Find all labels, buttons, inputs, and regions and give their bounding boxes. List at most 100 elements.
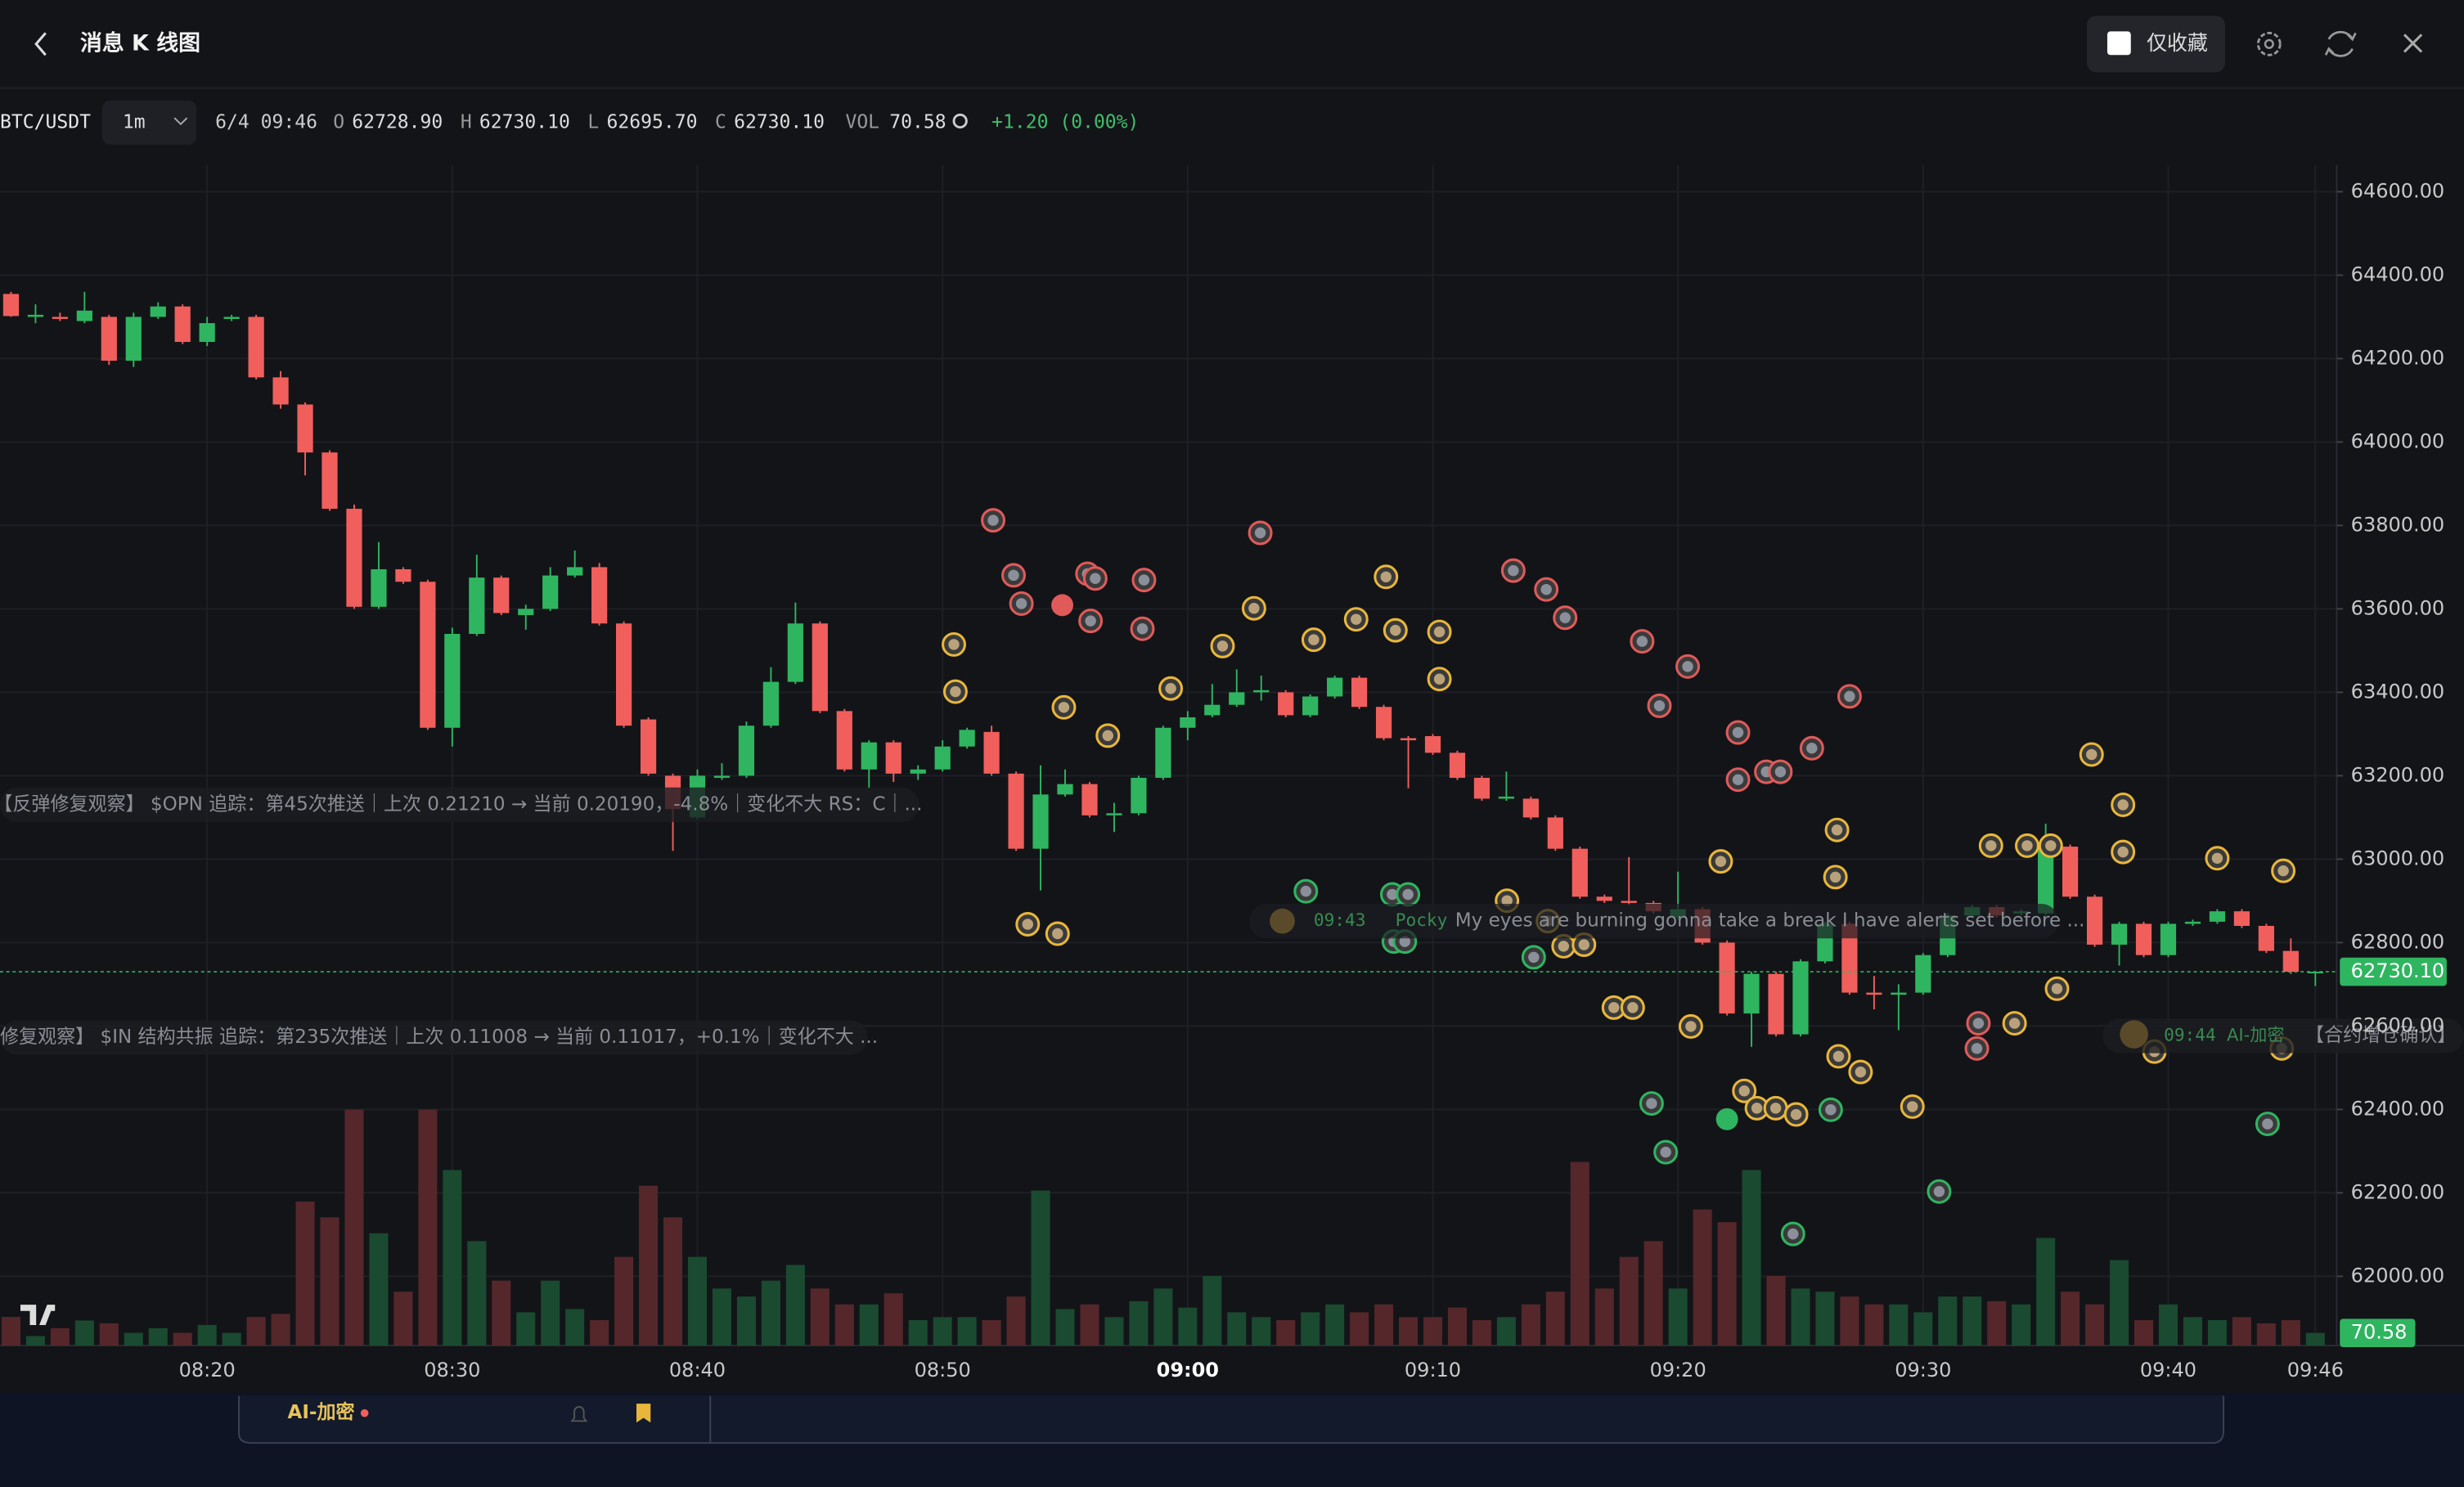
y-tick-label: 64000.00 — [2351, 429, 2444, 452]
candle-body — [1204, 704, 1221, 716]
marker-avatar — [1558, 941, 1570, 952]
volume-bar — [1374, 1304, 1394, 1346]
candle-body — [1621, 901, 1637, 903]
marker-avatar — [1433, 626, 1446, 638]
marker-avatar — [1058, 702, 1070, 713]
marker-avatar — [1136, 622, 1149, 635]
marker-avatar — [1715, 856, 1727, 867]
marker-avatar — [1248, 603, 1260, 614]
back-button[interactable] — [34, 32, 47, 56]
candle-body — [1743, 973, 1760, 1014]
candle-body — [1841, 923, 1858, 993]
volume-bar — [2183, 1317, 2202, 1346]
marker-avatar — [1559, 612, 1571, 623]
volume-bar — [1570, 1161, 1589, 1346]
message-pill[interactable] — [0, 787, 920, 823]
candle-body — [738, 726, 755, 776]
volume-bar — [173, 1332, 192, 1346]
last-price-label: 62730.10 — [2351, 959, 2444, 982]
marker-avatar — [1732, 726, 1744, 739]
candle-body — [1278, 692, 1294, 716]
message-pill[interactable] — [0, 1020, 868, 1055]
change: +1.20 (0.00%) — [991, 111, 1139, 133]
refresh-button[interactable] — [2324, 30, 2357, 57]
candle-body — [812, 623, 828, 712]
x-tick-label: 08:30 — [424, 1359, 480, 1381]
volume-bar — [761, 1280, 780, 1346]
volume-bar — [1693, 1209, 1712, 1346]
candle-body — [518, 609, 534, 616]
candle-body — [2062, 847, 2079, 897]
bookmark-icon[interactable] — [636, 1404, 651, 1423]
volume-bar — [810, 1288, 830, 1346]
volume-bar — [1521, 1304, 1540, 1346]
marker-avatar — [1933, 1185, 1945, 1197]
volume-bar — [1938, 1296, 1958, 1346]
volume-bar — [1963, 1296, 1982, 1346]
settings-button[interactable] — [2256, 31, 2282, 56]
interval-select[interactable] — [101, 100, 197, 145]
candle-body — [1522, 798, 1539, 818]
candle-body — [248, 317, 264, 378]
candle-body — [959, 730, 975, 747]
volume-bar — [1815, 1292, 1835, 1346]
y-tick-label: 62800.00 — [2351, 930, 2444, 953]
message-markers — [942, 508, 2296, 1247]
candle-body — [567, 567, 583, 576]
x-tick-label: 08:20 — [179, 1359, 236, 1381]
visibility-icon[interactable] — [952, 113, 968, 129]
volume-bar — [2158, 1304, 2178, 1346]
favorites-toggle[interactable] — [2086, 16, 2226, 73]
y-tick-label: 63600.00 — [2351, 596, 2444, 619]
bell-icon[interactable] — [570, 1406, 588, 1422]
volume-bar — [1178, 1307, 1198, 1346]
symbol[interactable]: BTC/USDT — [0, 111, 91, 133]
ohlc-group: O 62728.90 H 62730.10 L 62695.70 C 62730.10 VOL 7… — [333, 111, 946, 133]
marker-avatar — [1790, 1108, 1802, 1121]
y-tick-label: 64400.00 — [2351, 263, 2444, 285]
marker-avatar — [1660, 1146, 1671, 1158]
x-tick-label: 09:20 — [1650, 1359, 1706, 1381]
candle-body — [787, 623, 803, 682]
volume-bar — [614, 1256, 634, 1346]
candle-body — [1253, 690, 1270, 693]
candles — [0, 291, 2337, 1047]
candle-body — [27, 314, 44, 317]
close-button[interactable] — [2403, 34, 2423, 53]
volume-bar — [1203, 1276, 1222, 1346]
marker-avatar — [1738, 1085, 1750, 1097]
volume-bar — [2256, 1323, 2276, 1346]
ohlc-label: L — [587, 111, 599, 133]
volume-bar — [590, 1320, 609, 1346]
x-tick-label: 09:40 — [2140, 1359, 2196, 1381]
message-pill[interactable] — [2102, 1018, 2464, 1053]
message-pill[interactable] — [1249, 904, 2059, 939]
checkbox[interactable] — [2107, 31, 2131, 56]
candle-body — [1008, 773, 1024, 849]
message-marker[interactable] — [1715, 1107, 1738, 1130]
ohlc-label: C — [715, 111, 726, 133]
marker-avatar — [1052, 928, 1063, 940]
marker-avatar — [1528, 951, 1540, 964]
volume-bar — [565, 1309, 585, 1346]
message-marker[interactable] — [1051, 594, 1073, 617]
x-tick-label: 08:40 — [669, 1359, 726, 1381]
candle-body — [174, 306, 191, 343]
volume-bar — [50, 1328, 70, 1346]
marker-avatar — [1831, 824, 1843, 836]
candle-body — [1229, 692, 1245, 705]
unread-dot — [360, 1408, 369, 1417]
volume-bar — [74, 1320, 94, 1346]
last-volume-label: 70.58 — [2351, 1321, 2408, 1344]
candle-body — [2160, 923, 2177, 955]
volume-bar — [1301, 1312, 1320, 1346]
candle-body — [1155, 727, 1171, 778]
volume-bar — [1325, 1304, 1345, 1346]
volume-bar — [1399, 1317, 1419, 1346]
footer-tab[interactable]: AI-加密 — [288, 1401, 355, 1423]
candle-body — [101, 317, 117, 361]
marker-avatar — [1832, 1050, 1845, 1062]
volume-bar — [859, 1304, 879, 1346]
volume-bar — [957, 1317, 977, 1346]
volume-bar — [933, 1317, 952, 1346]
